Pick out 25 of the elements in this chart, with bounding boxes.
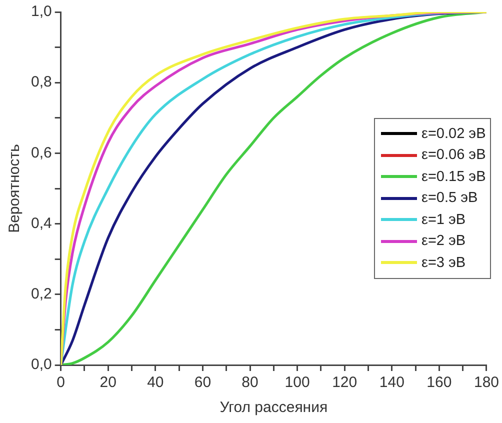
y-tick-label: 0,4 [30,214,52,232]
legend-label: ε=1 эВ [421,212,466,228]
y-tick-label: 1,0 [30,3,52,20]
legend-label: ε=3 эВ [421,254,466,271]
x-tick-label: 140 [379,374,404,392]
legend-label: ε=0.15 эВ [421,168,486,185]
y-tick-label: 0,6 [30,144,52,162]
x-tick-label: 100 [284,374,310,392]
x-tick-label: 180 [474,374,499,392]
legend-label: ε=0.06 эВ [421,147,486,164]
legend-label: ε=0.5 эВ [421,190,478,206]
legend-label: ε=2 эВ [421,233,466,250]
x-tick-label: 160 [426,374,452,392]
x-tick-label: 120 [332,374,358,392]
x-tick-label: 0 [56,374,66,392]
x-tick-label: 80 [242,374,258,392]
x-tick-label: 40 [147,374,164,392]
legend-label: ε=0.02 эВ [421,126,486,142]
x-tick-label: 60 [194,374,212,392]
y-tick-label: 0,0 [30,356,52,374]
x-tick-label: 20 [100,374,116,392]
y-tick-label: 0,2 [30,286,52,303]
y-tick-label: 0,8 [30,74,52,91]
y-axis-title: Вероятность [6,144,24,233]
x-axis-title: Угол рассеяния [220,399,328,416]
